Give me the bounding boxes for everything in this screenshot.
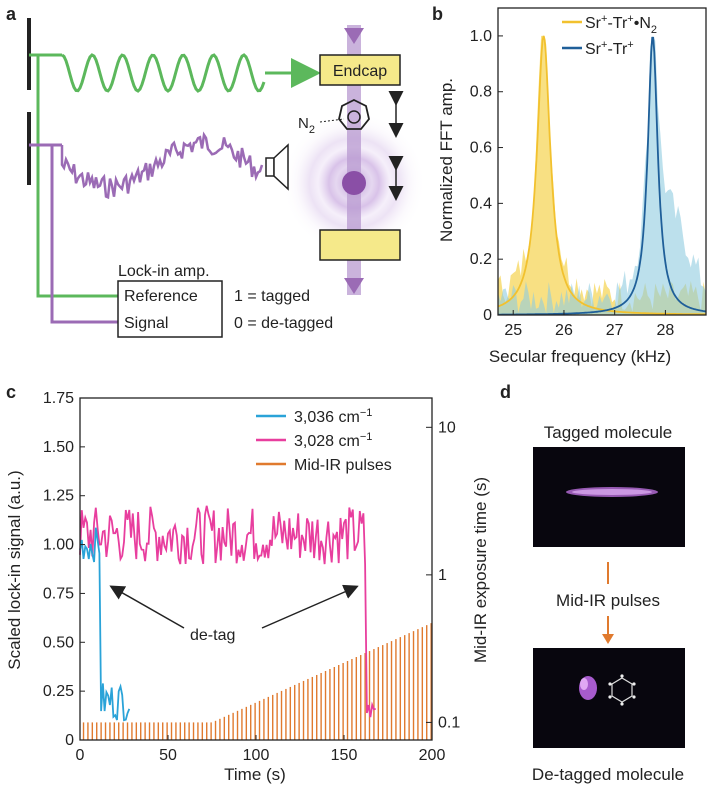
detag-label: de-tag [190,627,235,644]
b-ytick-label-0: 0 [483,307,492,324]
c-ytick-label-2: 0.50 [43,634,74,651]
b-xtick-label-2: 27 [606,322,624,339]
beam-arrow-top [344,28,364,44]
panel-label-d: d [500,382,511,402]
legend-3036: 3,036 cm−1 [294,407,372,426]
c-ytick-label-4: 1.00 [43,537,74,554]
detagged-legend: 0 = de-tagged [234,315,333,332]
c-ytick-label-5: 1.25 [43,488,74,505]
c-ytick-label-3: 0.75 [43,585,74,602]
c-ylabel-right: Mid-IR exposure time (s) [471,477,490,663]
b-ytick-label-3: 0.6 [470,140,492,157]
fft-area-1 [498,35,706,316]
b-ytick-label-2: 0.4 [470,195,492,212]
series-3036 [79,527,131,722]
panel-label-a: a [6,4,17,24]
c-ytick-label-0: 0 [65,732,74,749]
fft-fit-0 [497,35,706,316]
reference-sine-wave [61,53,266,93]
c-xtick-label-0: 0 [76,747,85,764]
b-ytick-label-5: 1.0 [470,28,492,45]
c-xlabel: Time (s) [224,765,286,784]
panel-label-b: b [432,4,443,24]
c-xtick-label-2: 100 [243,747,270,764]
b-legend: Sr+-Tr+•N2 Sr+-Tr+ [562,13,657,58]
n2-label: N2 [298,115,315,136]
b-axes-frame [497,7,707,316]
endcap-bottom [319,229,401,261]
endcap-top [319,54,401,86]
fft-fit-1 [498,36,707,316]
detag-arrow-left [109,585,185,629]
c-rtick-label-2: 10 [438,419,456,436]
detag-arrow-right [261,584,359,629]
legend-label-tagged: Sr+-Tr+•N2 [585,13,657,36]
signal-noise-wave [60,131,264,200]
sr-ion [342,171,366,195]
b-xlabel: Secular frequency (kHz) [489,347,671,366]
midir-pulses-label: Mid-IR pulses [556,591,660,610]
c-xtick-label-3: 150 [331,747,358,764]
endcap-label: Endcap [333,63,387,80]
fft-area-0 [498,35,706,316]
c-ylabel: Scaled lock-in signal (a.u.) [5,470,24,669]
legend-midir: Mid-IR pulses [294,457,392,474]
laser-beam [347,25,361,295]
fft-chart: 25 26 27 28 0 0.2 0.4 0.6 0.8 1.0 [470,7,707,339]
panel-c: c 0 50 100 150 200 0 0.25 0.50 0.75 1.00 1.25 1.50 1… [5,382,490,784]
c-ytick-label-7: 1.75 [43,390,74,407]
speaker-icon [265,143,289,191]
b-xtick-label-0: 25 [504,322,522,339]
signal-label: Signal [124,315,168,332]
c-axes-frame [79,397,433,741]
c-ytick-label-6: 1.50 [43,439,74,456]
c-rtick-label-1: 1 [438,567,447,584]
panel-a: a Endcap N2 Lock-in amp. Referenc [6,4,426,338]
legend-3028: 3,028 cm−1 [294,431,372,450]
benzene-ring-icon [608,674,636,706]
detagged-molecule-label: De-tagged molecule [532,765,684,784]
reference-wire [36,55,118,298]
panel-label-c: c [6,382,16,402]
legend-label-untagged: Sr+-Tr+ [585,39,634,58]
c-rtick-label-0: 0.1 [438,714,460,731]
panel-d: d Tagged molecule Mid-IR pulses De-tagge… [500,382,685,784]
b-ytick-label-1: 0.2 [470,251,492,268]
c-ytick-label-1: 0.25 [43,683,74,700]
c-xtick-label-1: 50 [159,747,177,764]
b-ytick-label-4: 0.8 [470,84,492,101]
signal-wire [50,145,118,324]
tropylium-molecule-icon [338,98,370,130]
c-legend: 3,036 cm−1 3,028 cm−1 Mid-IR pulses [256,407,392,474]
lockin-box [117,280,223,338]
tagged-image [533,447,685,547]
b-xtick-label-1: 26 [555,322,573,339]
tagged-molecule-label: Tagged molecule [544,423,673,442]
b-xtick-label-3: 28 [657,322,675,339]
series-3028 [79,505,376,718]
reference-label: Reference [124,288,198,305]
detagged-ion [579,676,597,700]
b-ylabel: Normalized FFT amp. [437,78,456,242]
beam-arrow-bottom [344,278,364,294]
lockin-chart: 0 50 100 150 200 0 0.25 0.50 0.75 1.00 1.25 1.50 1.7… [43,390,460,764]
panel-b: b 25 26 27 28 0 0.2 0.4 0.6 0.8 1.0 Secular frequ… [432,4,707,366]
tagged-ion-chain [566,487,658,497]
lockin-title: Lock-in amp. [118,263,210,280]
tagged-legend: 1 = tagged [234,288,310,305]
c-xtick-label-4: 200 [419,747,446,764]
